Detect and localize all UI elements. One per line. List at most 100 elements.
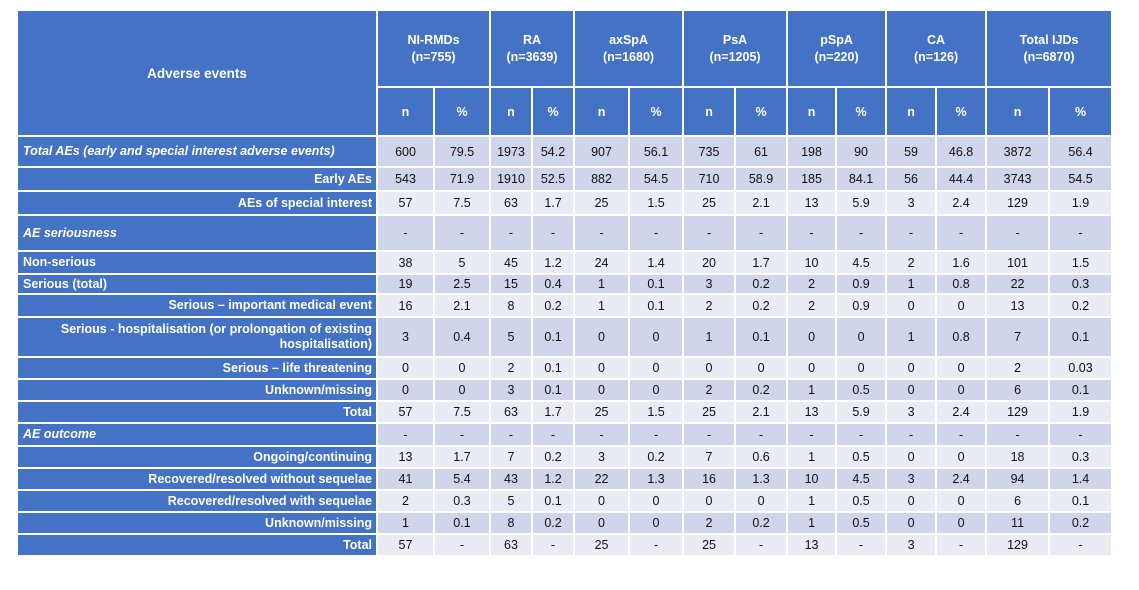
cell-percent: 0 <box>628 356 685 380</box>
cell-n: 0 <box>885 489 938 513</box>
sub-header-n: n <box>885 86 938 137</box>
cell-percent: 5.4 <box>433 467 491 491</box>
cell-n: 2 <box>489 356 533 380</box>
cell-percent: 5 <box>433 250 491 275</box>
cell-n: - <box>885 422 938 447</box>
cell-percent: - <box>433 214 491 252</box>
cell-n: 2 <box>682 293 737 318</box>
cell-n: 907 <box>573 135 631 168</box>
table-row: Early AEs 543 71.9 1910 52.5 882 54.5 710 58.9 18… <box>16 166 1114 192</box>
cell-percent: - <box>935 422 988 447</box>
cell-n: 25 <box>573 190 631 216</box>
cell-percent: 4.5 <box>835 467 888 491</box>
sub-header-n: n <box>376 86 435 137</box>
cell-percent: 56.4 <box>1048 135 1114 168</box>
cell-n: 16 <box>682 467 737 491</box>
cell-percent: 0.2 <box>1048 293 1114 318</box>
cell-n: 25 <box>682 400 737 424</box>
cell-n: 2 <box>682 378 737 402</box>
cell-n: 22 <box>573 467 631 491</box>
cell-percent: 0.03 <box>1048 356 1114 380</box>
cell-n: 1 <box>573 293 631 318</box>
cell-n: 0 <box>786 316 838 358</box>
cell-n: 129 <box>985 533 1051 557</box>
group-name: pSpA <box>820 32 853 47</box>
cell-percent: 0 <box>835 316 888 358</box>
cell-percent: 46.8 <box>935 135 988 168</box>
cell-n: 38 <box>376 250 435 275</box>
row-label: Serious – life threatening <box>16 356 378 380</box>
row-label: Serious (total) <box>16 273 378 295</box>
cell-percent: 7.5 <box>433 400 491 424</box>
cell-percent: 79.5 <box>433 135 491 168</box>
cell-n: 0 <box>573 489 631 513</box>
cell-n: 2 <box>786 273 838 295</box>
table-body: Total AEs (early and special interest ad… <box>16 135 1114 557</box>
cell-n: 543 <box>376 166 435 192</box>
cell-percent: - <box>530 214 576 252</box>
table-row: Total 57 7.5 63 1.7 25 1.5 25 2.1 13 5.9 3 2.4 129 1.9 <box>16 400 1114 424</box>
cell-n: 45 <box>489 250 533 275</box>
cell-n: - <box>489 422 533 447</box>
adverse-events-header: Adverse events <box>16 9 378 137</box>
table-row: Serious – life threatening 0 0 2 0.1 0 0 0 0 0 0 0 0… <box>16 356 1114 380</box>
table-row: Serious - hospitalisation (or prolongati… <box>16 316 1114 358</box>
cell-n: - <box>786 422 838 447</box>
group-header: PsA (n=1205) <box>682 9 789 88</box>
cell-percent: - <box>1048 533 1114 557</box>
cell-percent: 0 <box>628 378 685 402</box>
cell-n: 10 <box>786 467 838 491</box>
cell-percent: - <box>628 422 685 447</box>
cell-percent: 54.2 <box>530 135 576 168</box>
cell-n: 735 <box>682 135 737 168</box>
cell-n: 13 <box>786 190 838 216</box>
cell-percent: 0 <box>628 489 685 513</box>
cell-percent: 0.4 <box>530 273 576 295</box>
cell-n: 25 <box>573 533 631 557</box>
cell-n: 1973 <box>489 135 533 168</box>
sub-header-percent: % <box>433 86 491 137</box>
group-count: (n=3639) <box>506 49 558 64</box>
cell-n: 0 <box>682 356 737 380</box>
cell-n: 0 <box>885 356 938 380</box>
row-label: Total AEs (early and special interest ad… <box>16 135 378 168</box>
cell-percent: 1.3 <box>628 467 685 491</box>
cell-percent: 1.7 <box>734 250 789 275</box>
cell-percent: 2.1 <box>433 293 491 318</box>
cell-n: 3 <box>376 316 435 358</box>
sub-header-percent: % <box>1048 86 1114 137</box>
cell-n: 7 <box>682 445 737 469</box>
group-header: pSpA (n=220) <box>786 9 888 88</box>
cell-percent: 2.5 <box>433 273 491 295</box>
cell-percent: 0.1 <box>628 273 685 295</box>
cell-n: 16 <box>376 293 435 318</box>
cell-percent: 1.9 <box>1048 190 1114 216</box>
cell-n: 13 <box>786 400 838 424</box>
cell-percent: 0.8 <box>935 316 988 358</box>
table-row: Total AEs (early and special interest ad… <box>16 135 1114 168</box>
cell-n: 198 <box>786 135 838 168</box>
cell-n: 2 <box>682 511 737 535</box>
cell-percent: 54.5 <box>1048 166 1114 192</box>
cell-percent: 61 <box>734 135 789 168</box>
cell-percent: 1.3 <box>734 467 789 491</box>
cell-percent: - <box>835 533 888 557</box>
row-label: Early AEs <box>16 166 378 192</box>
cell-n: 1910 <box>489 166 533 192</box>
cell-n: 11 <box>985 511 1051 535</box>
cell-n: - <box>985 422 1051 447</box>
cell-percent: 2.1 <box>734 400 789 424</box>
cell-n: 15 <box>489 273 533 295</box>
cell-n: 0 <box>885 378 938 402</box>
cell-n: 3 <box>885 533 938 557</box>
cell-percent: 0.1 <box>530 316 576 358</box>
cell-percent: 0 <box>433 356 491 380</box>
cell-percent: 1.6 <box>935 250 988 275</box>
cell-n: 5 <box>489 489 533 513</box>
cell-percent: 0.2 <box>628 445 685 469</box>
cell-percent: 0 <box>734 356 789 380</box>
cell-n: 57 <box>376 400 435 424</box>
cell-percent: 0 <box>935 378 988 402</box>
row-label: Unknown/missing <box>16 378 378 402</box>
table-row: Ongoing/continuing 13 1.7 7 0.2 3 0.2 7 0.6 1 0.5 0… <box>16 445 1114 469</box>
